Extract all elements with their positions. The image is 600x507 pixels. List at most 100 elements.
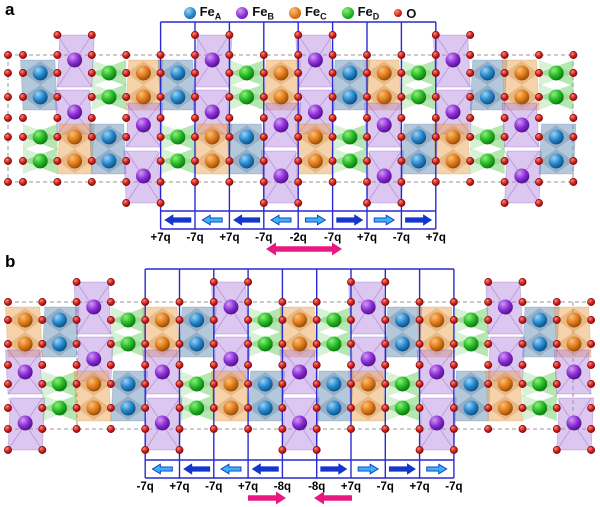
o-sphere-icon [394, 9, 403, 17]
oxygen-atom [72, 404, 81, 412]
oxygen-atom [191, 133, 199, 141]
fe-b-atom [566, 415, 582, 431]
oxygen-atom [587, 340, 596, 348]
oxygen-atom [500, 199, 509, 207]
oxygen-atom [87, 114, 96, 122]
oxygen-atom [294, 157, 303, 165]
oxygen-atom [141, 316, 150, 324]
oxygen-atom [156, 93, 165, 101]
oxygen-atom [552, 446, 561, 454]
oxygen-atom [431, 69, 440, 77]
q-label: +7q [238, 481, 258, 493]
annotation-layer: +7q -7q +7q -7q -2q -7q +7q -7q +7q [151, 232, 446, 256]
fe-d-atom [239, 65, 255, 81]
oxygen-atom [587, 361, 596, 369]
panel-a-label: a [5, 0, 15, 19]
oxygen-atom [156, 51, 165, 59]
oxygen-atom [347, 380, 355, 388]
fe-d-atom [51, 400, 67, 416]
fe-b-atom [17, 415, 33, 431]
oxygen-atom [328, 93, 337, 101]
oxygen-atom [466, 31, 475, 39]
oxygen-atom [484, 278, 493, 286]
oxygen-atom [175, 361, 184, 369]
fe-c-atom [429, 336, 445, 352]
oxygen-atom [4, 133, 12, 141]
oxygen-atom [122, 199, 131, 207]
displacement-arrow-cyan [220, 463, 242, 475]
oxygen-atom [259, 199, 268, 207]
oxygen-atom [397, 157, 406, 165]
oxygen-atom [466, 133, 475, 141]
oxygen-atom [397, 69, 406, 77]
fe-d-atom [326, 312, 342, 328]
oxygen-atom [347, 361, 355, 369]
oxygen-atom [397, 93, 406, 101]
q-label: +7q [426, 232, 446, 244]
fe-d-atom [463, 336, 479, 352]
oxygen-atom [244, 425, 253, 433]
oxygen-atom [225, 93, 234, 101]
oxygen-atom [397, 133, 406, 141]
fe-a-atom [257, 376, 273, 392]
oxygen-atom [4, 380, 12, 388]
oxygen-atom [122, 51, 131, 59]
oxygen-atom [53, 114, 62, 122]
legend: FeA FeB FeC FeD O [0, 2, 600, 24]
oxygen-atom [156, 114, 165, 122]
oxygen-atom [122, 69, 131, 77]
oxygen-atom [87, 178, 96, 186]
oxygen-atom [175, 380, 184, 388]
fe-a-atom [394, 336, 410, 352]
fe-c-atom [135, 89, 151, 105]
displacement-arrow-dark [183, 463, 211, 475]
oxygen-atom [500, 93, 509, 101]
fe-c-atom [566, 312, 582, 328]
fe-d-atom [101, 65, 117, 81]
oxygen-atom [209, 298, 218, 306]
fe-d-atom [257, 336, 273, 352]
oxygen-atom [328, 69, 337, 77]
oxygen-atom [535, 114, 543, 122]
fe-b-atom [514, 168, 530, 184]
oxygen-atom [312, 404, 321, 412]
oxygen-atom [4, 178, 12, 186]
fe-d-atom [411, 65, 427, 81]
fe-b-atom [223, 351, 239, 367]
oxygen-atom [191, 69, 199, 77]
oxygen-atom [191, 51, 199, 59]
oxygen-atom [38, 446, 47, 454]
fe-a-atom [239, 153, 255, 169]
oxygen-atom [53, 93, 62, 101]
oxygen-atom [449, 380, 458, 388]
fe-c-atom [514, 89, 530, 105]
oxygen-atom [106, 298, 115, 306]
fe-a-atom [463, 376, 479, 392]
oxygen-atom [4, 404, 12, 412]
fe-c-atom [67, 129, 83, 145]
fe-c-atom [86, 400, 102, 416]
fe-a-atom [394, 312, 410, 328]
fe-a-atom [51, 312, 67, 328]
oxygen-atom [569, 69, 578, 77]
oxygen-atom [484, 380, 493, 388]
oxygen-atom [225, 133, 234, 141]
oxygen-atom [19, 51, 27, 59]
fe-a-atom [342, 65, 358, 81]
oxygen-atom [19, 114, 27, 122]
oxygen-atom [381, 361, 390, 369]
oxygen-atom [312, 340, 321, 348]
fe-c-atom [67, 153, 83, 169]
oxygen-atom [431, 114, 440, 122]
legend-label: FeB [252, 4, 274, 22]
oxygen-atom [294, 133, 303, 141]
fe-b-atom [135, 117, 151, 133]
q-label: +7q [219, 232, 239, 244]
oxygen-atom [209, 425, 218, 433]
oxygen-atom [484, 298, 493, 306]
fe-b-atom [376, 168, 392, 184]
oxygen-atom [294, 69, 303, 77]
oxygen-atom [587, 404, 596, 412]
oxygen-atom [19, 133, 27, 141]
discommensuration-arrow [266, 242, 304, 256]
